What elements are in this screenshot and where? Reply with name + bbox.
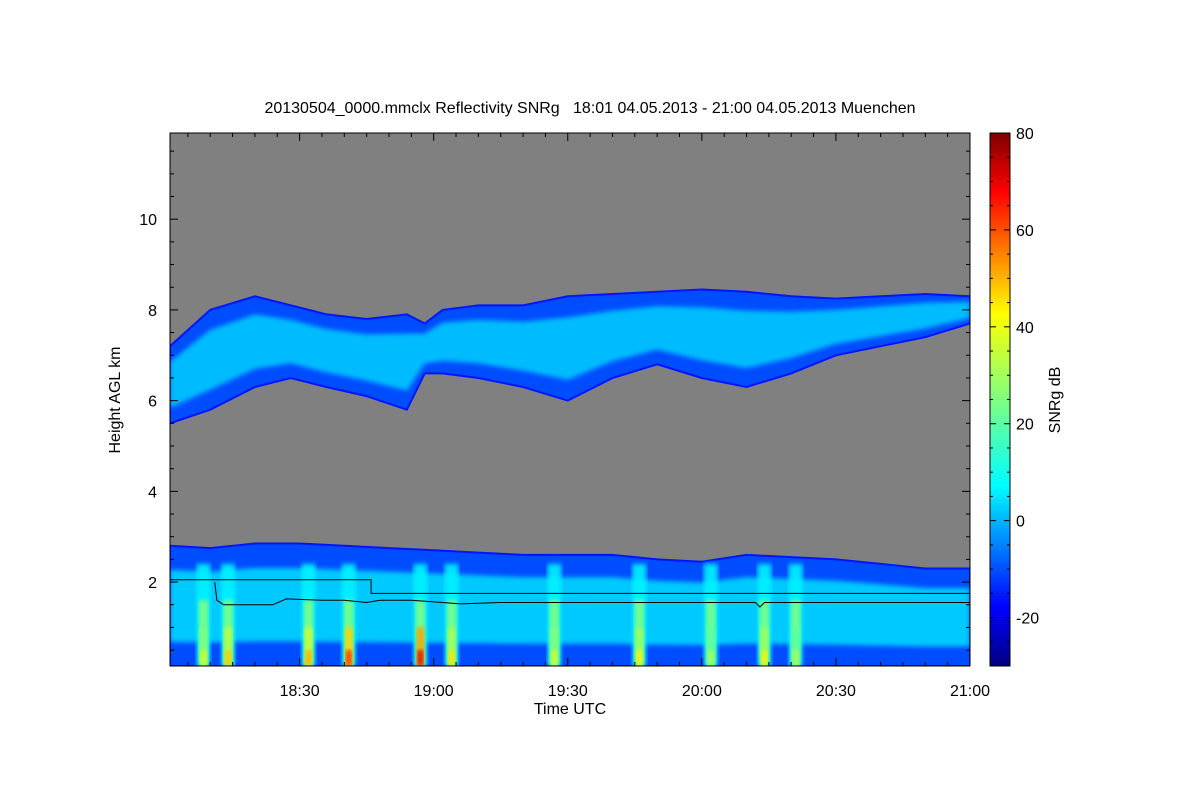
fall-streak — [707, 650, 714, 666]
fall-streak — [304, 627, 313, 666]
fall-streak — [417, 650, 424, 666]
x-tick-label: 19:00 — [414, 683, 454, 700]
fall-streak — [636, 650, 643, 666]
x-axis: 18:30 19:00 19:30 20:00 20:30 21:00 — [187, 133, 990, 700]
x-axis-label: Time UTC — [534, 701, 606, 718]
fall-streak — [760, 627, 769, 666]
overlay-lines — [170, 579, 970, 608]
y-tick-label: 2 — [148, 575, 157, 592]
fall-streak — [550, 627, 559, 666]
fall-streak — [200, 650, 207, 666]
y-tick-label: 10 — [139, 212, 157, 229]
fall-streak — [635, 627, 644, 666]
fall-streak — [551, 650, 558, 666]
fall-streak — [706, 627, 715, 666]
fall-streak — [305, 650, 312, 666]
fall-streak — [199, 627, 208, 666]
x-tick-label: 19:30 — [548, 683, 588, 700]
fall-streak — [791, 627, 800, 666]
colorbar-tick-label: 80 — [1016, 126, 1034, 143]
fall-streak — [345, 650, 352, 666]
overlay-line — [214, 582, 970, 608]
y-tick-label: 8 — [148, 303, 157, 320]
layer-core — [170, 301, 970, 408]
fall-streak — [344, 627, 353, 666]
colorbar-tick-label: 40 — [1016, 320, 1034, 337]
fall-streak — [225, 650, 232, 666]
plot-content — [170, 288, 970, 666]
colorbar-tick-label: 20 — [1016, 417, 1034, 434]
x-tick-label: 20:00 — [682, 683, 722, 700]
colorbar-tick-label: 0 — [1016, 514, 1025, 531]
colorbar-tick-label: -20 — [1016, 611, 1039, 628]
x-tick-label: 21:00 — [950, 683, 990, 700]
chart-title: 20130504_0000.mmclx Reflectivity SNRg 18… — [264, 100, 915, 117]
fall-streak — [448, 650, 455, 666]
y-axis-label: Height AGL km — [107, 346, 124, 453]
fall-streak — [224, 627, 233, 666]
colorbar-tick-label: 60 — [1016, 223, 1034, 240]
fall-streak — [792, 650, 799, 666]
x-tick-label: 18:30 — [280, 683, 320, 700]
colorbar-axis: -20 0 20 40 60 80 — [990, 126, 1039, 667]
y-tick-label: 6 — [148, 394, 157, 411]
fall-streak — [761, 650, 768, 666]
overlay-line — [170, 579, 970, 594]
colorbar-label: SNRg dB — [1047, 367, 1064, 434]
fall-streaks — [196, 563, 803, 666]
fall-streak — [416, 627, 425, 666]
plot-frame — [169, 132, 971, 667]
x-tick-label: 20:30 — [816, 683, 856, 700]
y-axis: 2 4 6 8 10 — [139, 150, 970, 651]
fall-streak — [447, 627, 456, 666]
y-tick-label: 4 — [148, 484, 157, 501]
